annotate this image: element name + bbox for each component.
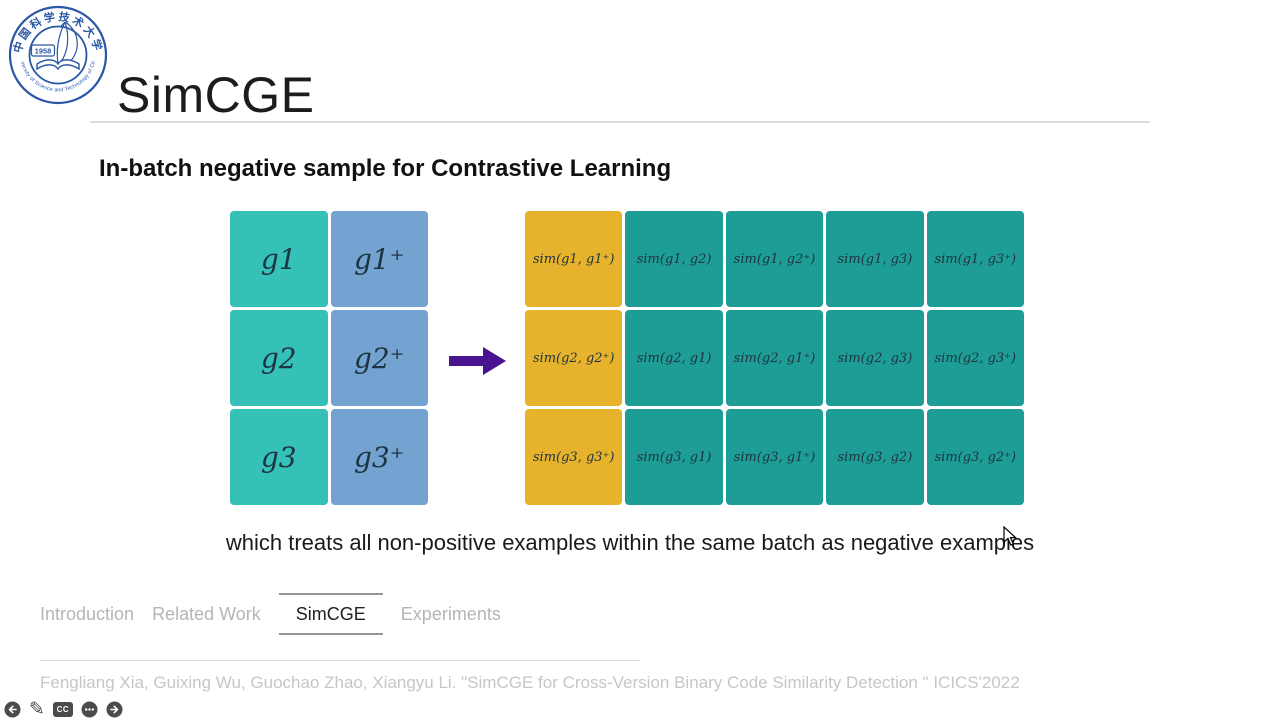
sim-cell-label: sim(g3, g3⁺) [532, 449, 615, 465]
page-title: SimCGE [117, 67, 315, 123]
pair-columns: g1 g1⁺ g2 g2⁺ g3 g3⁺ [230, 211, 428, 505]
sim-cell-positive: sim(g3, g3⁺) [525, 409, 623, 505]
positive-label: g2⁺ [353, 341, 405, 375]
sim-cell-label: sim(g1, g3⁺) [934, 251, 1017, 267]
anchor-cell: g1 [230, 211, 328, 307]
similarity-matrix: sim(g1, g1⁺) sim(g1, g2) sim(g1, g2⁺) si… [525, 211, 1024, 505]
tab-introduction[interactable]: Introduction [40, 603, 135, 624]
tab-related-work[interactable]: Related Work [152, 603, 261, 624]
sim-cell-label: sim(g3, g1) [636, 449, 712, 465]
positive-cell: g1⁺ [330, 211, 428, 307]
sim-cell-positive: sim(g1, g1⁺) [525, 211, 623, 307]
tab-simcge[interactable]: SimCGE [278, 593, 383, 635]
sim-cell-label: sim(g1, g2⁺) [733, 251, 816, 267]
sim-cell-negative: sim(g2, g3⁺) [926, 310, 1024, 406]
player-controls: ✎ CC [4, 699, 123, 719]
forward-icon[interactable] [106, 701, 123, 718]
sim-cell-label: sim(g3, g2⁺) [934, 449, 1017, 465]
sim-cell-negative: sim(g1, g3) [826, 211, 924, 307]
logo-year-text: 1958 [35, 47, 52, 56]
positive-label: g1⁺ [353, 242, 405, 276]
tab-experiments[interactable]: Experiments [400, 603, 501, 624]
university-logo: 中国科学技术大学 University of Science and Techn… [6, 1, 108, 105]
sim-cell-negative: sim(g3, g2⁺) [926, 409, 1024, 505]
anchor-cell: g2 [230, 310, 328, 406]
anchor-cell: g3 [230, 409, 328, 505]
sim-cell-negative: sim(g1, g2⁺) [725, 211, 824, 307]
footer-divider [40, 660, 640, 661]
sim-cell-label: sim(g1, g1⁺) [532, 251, 615, 267]
sim-cell-negative: sim(g1, g3⁺) [926, 211, 1024, 307]
sim-cell-negative: sim(g2, g3) [826, 310, 924, 406]
sim-cell-label: sim(g2, g1) [636, 350, 712, 366]
sim-cell-negative: sim(g3, g1⁺) [725, 409, 824, 505]
title-divider [90, 121, 1150, 123]
sim-cell-positive: sim(g2, g2⁺) [525, 310, 623, 406]
mouse-cursor-icon [1003, 525, 1018, 552]
university-logo-emblem: 中国科学技术大学 University of Science and Techn… [6, 1, 108, 105]
sim-cell-negative: sim(g1, g2) [625, 211, 723, 307]
sim-cell-label: sim(g2, g1⁺) [733, 350, 816, 366]
positive-cell: g2⁺ [330, 310, 428, 406]
sim-cell-label: sim(g1, g2) [636, 251, 712, 267]
pencil-icon[interactable]: ✎ [29, 698, 45, 720]
sim-cell-label: sim(g2, g3⁺) [934, 350, 1017, 366]
sim-cell-label: sim(g2, g2⁺) [532, 350, 615, 366]
positive-label: g3⁺ [353, 440, 405, 474]
sim-cell-label: sim(g1, g3) [837, 251, 913, 267]
anchor-label: g3 [260, 440, 297, 474]
anchor-label: g1 [260, 242, 297, 276]
more-icon[interactable] [81, 701, 98, 718]
slide-caption: which treats all non-positive examples w… [225, 530, 1035, 555]
right-arrow-icon [449, 342, 507, 385]
slide-nav: Introduction Related Work SimCGE Experim… [40, 593, 501, 635]
positive-cell: g3⁺ [330, 409, 428, 505]
logo-year-badge [30, 44, 56, 57]
slide-subtitle: In-batch negative sample for Contrastive… [99, 155, 672, 182]
sim-cell-label: sim(g2, g3) [837, 350, 913, 366]
cc-icon[interactable]: CC [52, 701, 73, 717]
sim-cell-label: sim(g3, g1⁺) [733, 449, 816, 465]
citation-text: Fengliang Xia, Guixing Wu, Guochao Zhao,… [40, 673, 1020, 692]
sim-cell-negative: sim(g3, g2) [826, 409, 924, 505]
back-icon[interactable] [4, 701, 21, 718]
sim-cell-negative: sim(g2, g1⁺) [725, 310, 824, 406]
sim-cell-label: sim(g3, g2) [837, 449, 913, 465]
anchor-label: g2 [260, 341, 297, 375]
sim-cell-negative: sim(g2, g1) [625, 310, 723, 406]
sim-cell-negative: sim(g3, g1) [625, 409, 723, 505]
logo-book-icon [36, 59, 80, 71]
